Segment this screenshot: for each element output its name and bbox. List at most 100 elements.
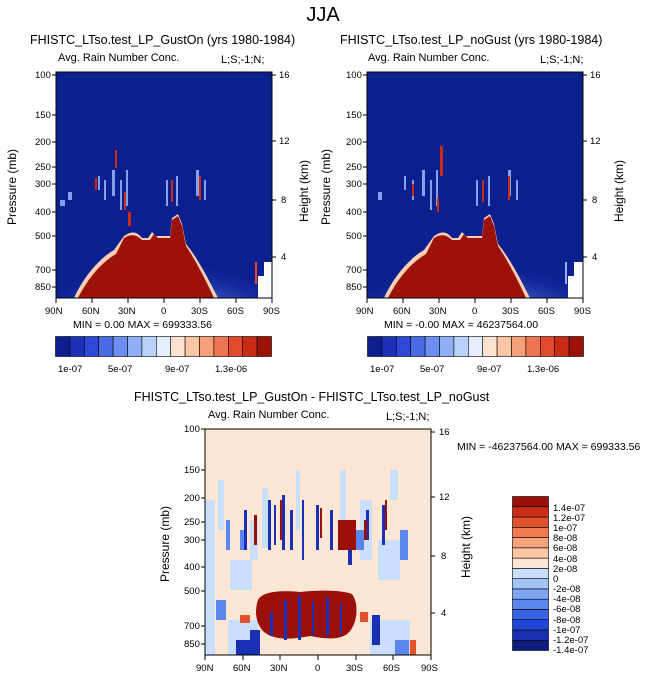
panel1-xtick: 30S [191,306,208,317]
colorbar-swatch [512,496,549,508]
panel2-stats: MIN = -0.00 MAX = 46237564.00 [384,319,539,331]
panel1-ytick: 850 [35,282,51,293]
panel1-ytick-right: 12 [279,136,290,147]
page-title: JJA [306,4,340,26]
colorbar-swatch [512,598,549,610]
panel2-colorbar [367,336,584,357]
panel1-xtick: 0 [161,306,167,317]
panel1-cb-label: 5e-07 [108,364,133,375]
panel3-xtick: 30S [346,663,363,674]
panel2-ytick: 400 [346,207,362,218]
panel2-ytick: 150 [346,110,362,121]
panel3-stats: MIN = -46237564.00 MAX = 699333.56 [457,441,641,453]
panel2-xtick: 90S [574,306,591,317]
colorbar-swatch [512,619,549,631]
colorbar-swatch [512,609,549,621]
panel3-cb-label: -1.4e-07 [553,645,589,656]
colorbar-swatch [512,516,549,528]
panel3-cb-label: 8e-08 [553,533,578,544]
panel2-ytick: 700 [346,265,362,276]
panel3-ytick-right: 12 [439,492,450,503]
panel1-subtitle-left: Avg. Rain Number Conc. [58,52,180,64]
panel2-ytick: 300 [346,179,362,190]
panel2-subtitle-right: L;S;-1;N; [540,54,584,66]
panel2-cb-label: 1e-07 [370,364,395,375]
panel2-ytick-right: 4 [592,252,598,263]
panel1-cb-label: 9e-07 [165,364,190,375]
panel3-cb-label: -1.2e-07 [553,635,589,646]
panel3-ytick: 250 [184,517,200,528]
panel3-ytick: 700 [184,621,200,632]
panel1-cb-label: 1.3e-06 [215,364,248,375]
panel3-subtitle-left: Avg. Rain Number Conc. [208,409,330,421]
panel3-cb-label: 4e-08 [553,554,578,565]
colorbar-swatch [512,506,549,518]
panel3-cb-label: -4e-08 [553,594,581,605]
panel3-cb-label: -6e-08 [553,604,581,615]
panel3-ytick-right: 4 [441,608,447,619]
panel3-cb-label: 1.2e-07 [553,513,586,524]
colorbar-swatch [568,336,584,357]
panel3-cb-label: 6e-08 [553,543,578,554]
panel3-xtick: 30N [270,663,288,674]
panel2-ytick: 100 [346,70,362,81]
panel3-cb-label: 2e-08 [553,564,578,575]
panel3-ytick-right: 16 [439,427,450,438]
colorbar-swatch [512,526,549,538]
panel2-title: FHISTC_LTso.test_LP_noGust (yrs 1980-198… [340,33,603,47]
colorbar-swatch [512,629,549,641]
panel2-xtick: 60N [393,306,411,317]
colorbar-swatch [512,568,549,579]
panel3-cb-label: -2e-08 [553,584,581,595]
panel2-ytick: 500 [346,231,362,242]
panel3-xtick: 60N [233,663,251,674]
panel1-ytick-right: 16 [279,70,290,81]
panel1-ytick: 300 [35,179,51,190]
panel1-xtick: 60S [227,306,244,317]
panel2-ytick: 850 [346,282,362,293]
panel1-cb-label: 1e-07 [58,364,83,375]
panel1-ytick: 250 [35,162,51,173]
panel2-ytick-right: 8 [592,195,598,206]
panel3-xtick: 60S [383,663,400,674]
panel2-ytick-right: 16 [590,70,601,81]
panel3-lowlevel-positive [256,590,357,639]
panel1-subtitle-right: L;S;-1;N; [221,54,265,66]
colorbar-swatch [512,557,549,569]
panel3-ytick: 100 [184,424,200,435]
panel3-colorbar [512,496,549,651]
panel3-ytick: 500 [184,586,200,597]
colorbar-swatch [512,547,549,559]
panel1-ytick: 500 [35,231,51,242]
panel1-colorbar [55,336,272,357]
panel3-ytick: 150 [184,465,200,476]
panel3-xtick: 0 [315,663,321,674]
panel1-xtick: 90S [263,306,280,317]
panel1-xtick: 60N [82,306,100,317]
panel3-subtitle-right: L;S;-1;N; [386,411,430,423]
panel1-ytick-right: 8 [281,195,287,206]
panel1-ytick: 700 [35,265,51,276]
panel2-xtick: 30N [429,306,447,317]
panel3-xtick: 90S [421,663,438,674]
panel1-ytick: 100 [35,70,51,81]
panel3-ytick: 200 [184,493,200,504]
panel3-cb-label: 1e-07 [553,523,578,534]
panel2-ytick: 250 [346,162,362,173]
panel1-core [78,216,214,298]
panel1-ytick-right: 4 [281,252,287,263]
panel3-ytick-right: 8 [441,551,447,562]
panel1-xtick: 30N [118,306,136,317]
colorbar-swatch [512,588,549,600]
panel3-cb-label: -8e-08 [553,615,581,626]
panel1-ytick: 400 [35,207,51,218]
panel2-cb-label: 5e-07 [420,364,445,375]
panel3-ytick: 850 [184,639,200,650]
panel2-ytick-right: 12 [590,136,601,147]
panel2-cb-label: 9e-07 [477,364,502,375]
colorbar-swatch [512,639,549,651]
panel1-stats: MIN = 0.00 MAX = 699333.56 [73,319,212,331]
panel2-xtick: 90N [356,306,374,317]
